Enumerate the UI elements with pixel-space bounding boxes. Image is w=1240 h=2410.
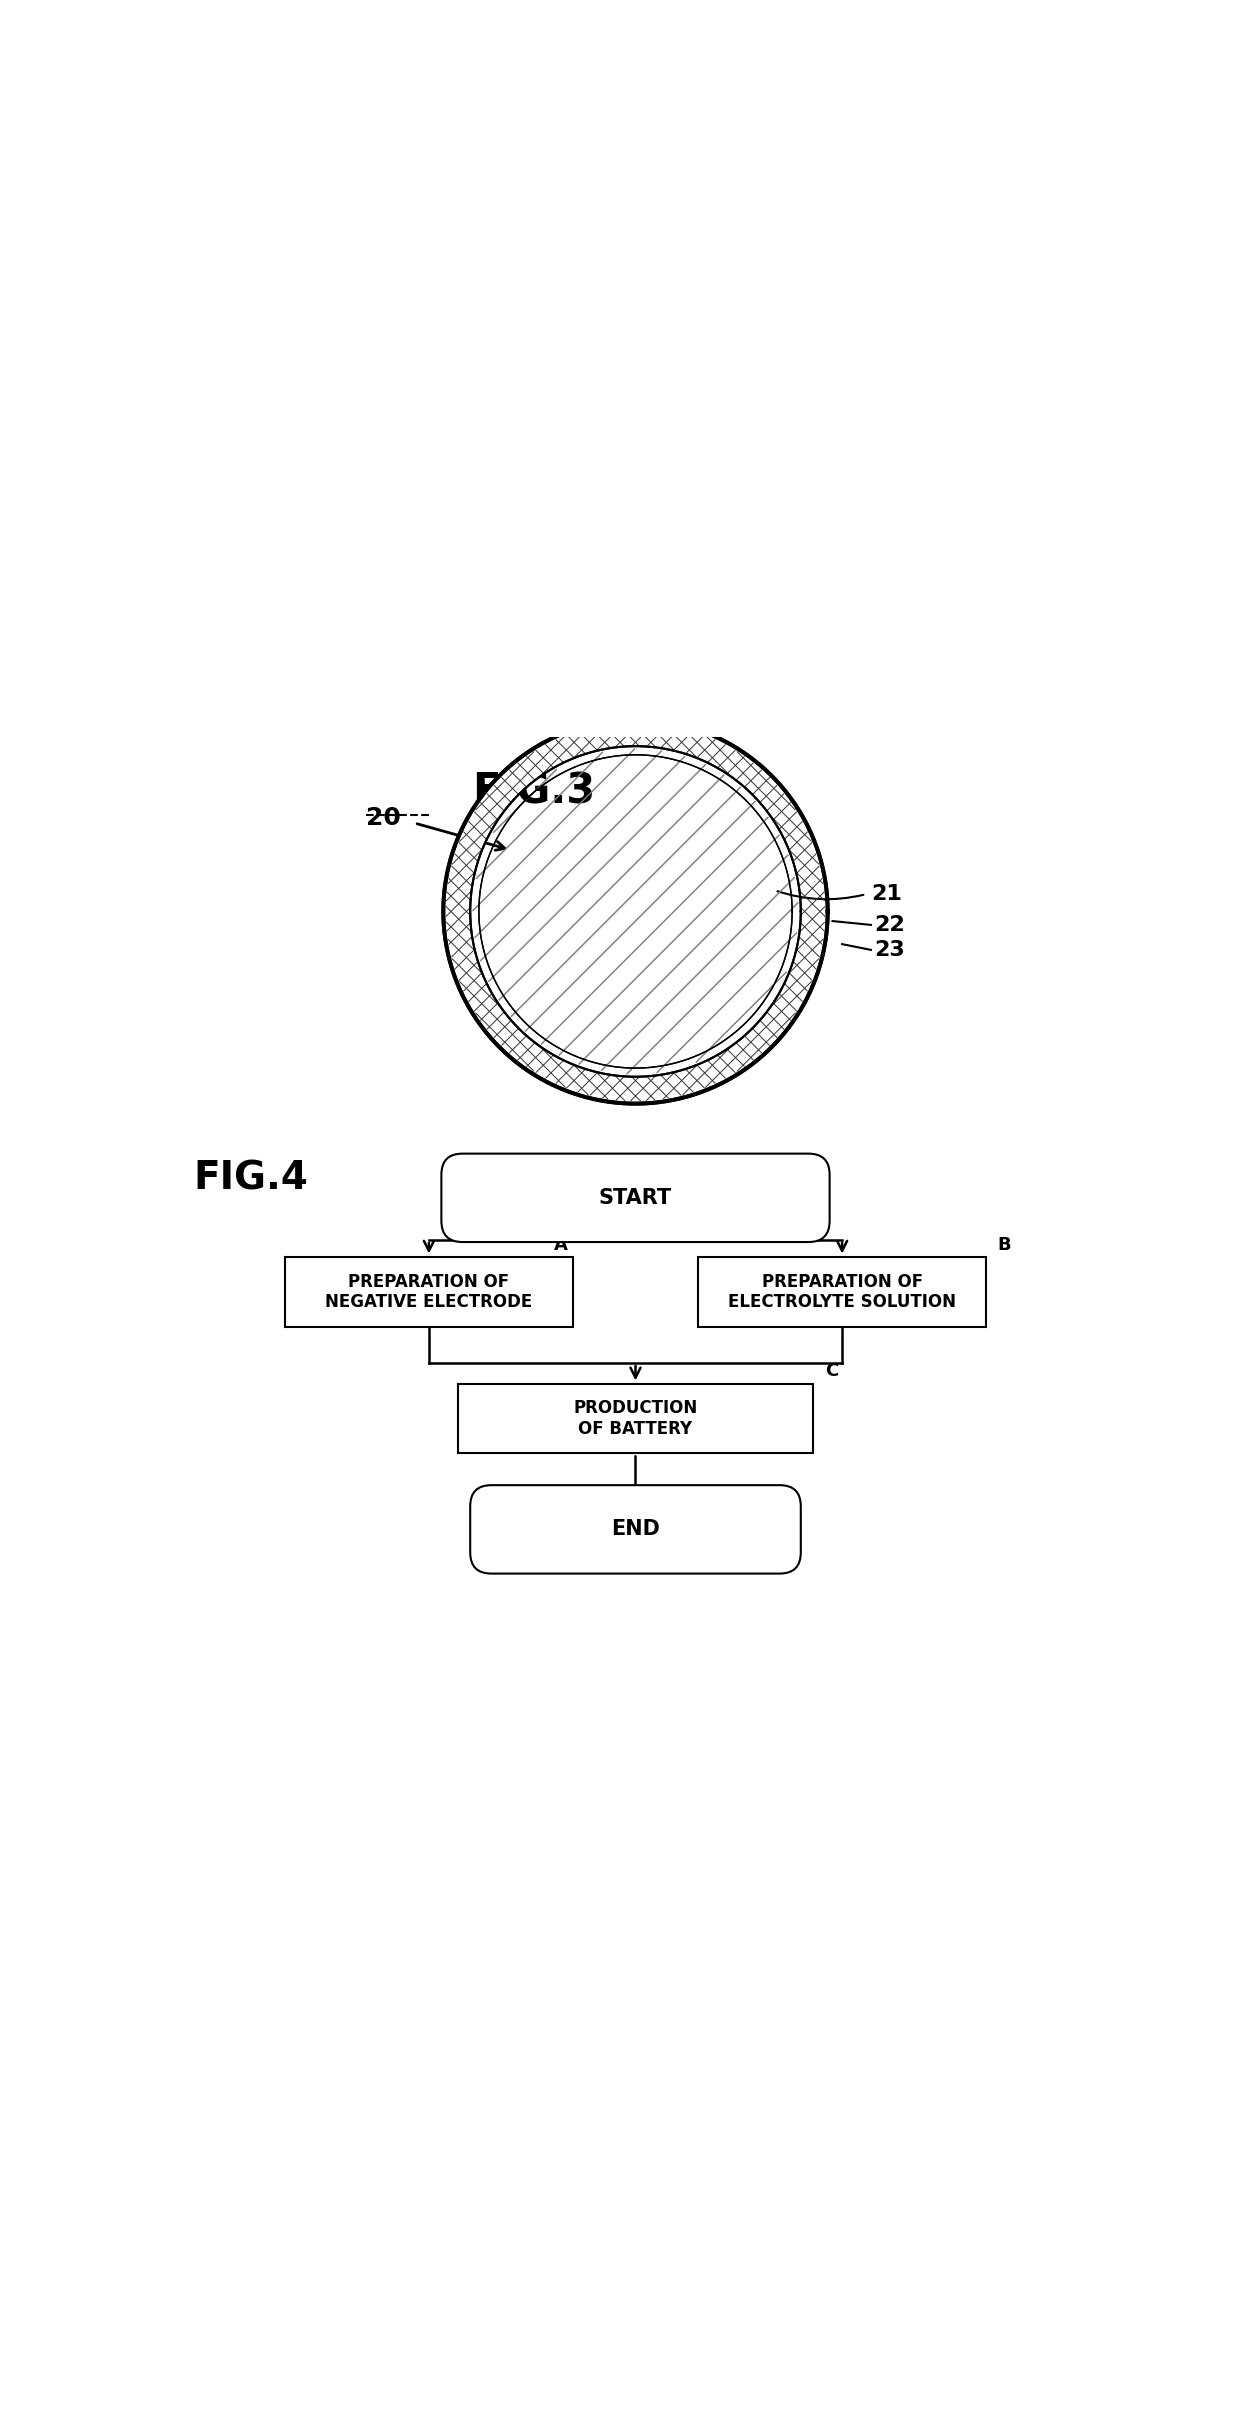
Text: START: START — [599, 1188, 672, 1207]
Text: PREPARATION OF
NEGATIVE ELECTRODE: PREPARATION OF NEGATIVE ELECTRODE — [325, 1272, 532, 1311]
Bar — [458, 1383, 813, 1453]
FancyBboxPatch shape — [441, 1154, 830, 1241]
Text: 21: 21 — [870, 884, 901, 904]
Text: FIG.4: FIG.4 — [193, 1159, 309, 1198]
Text: FIG.3: FIG.3 — [472, 771, 595, 812]
Text: 22: 22 — [874, 916, 904, 935]
Text: PRODUCTION
OF BATTERY: PRODUCTION OF BATTERY — [573, 1400, 698, 1439]
Text: END: END — [611, 1518, 660, 1540]
Text: 23: 23 — [874, 940, 904, 959]
Bar — [285, 1258, 573, 1326]
Bar — [698, 1258, 986, 1326]
Text: PREPARATION OF
ELECTROLYTE SOLUTION: PREPARATION OF ELECTROLYTE SOLUTION — [728, 1272, 956, 1311]
Text: A: A — [554, 1236, 568, 1253]
Text: B: B — [998, 1236, 1012, 1253]
Circle shape — [444, 718, 828, 1104]
Text: C: C — [825, 1362, 838, 1381]
Text: 20: 20 — [367, 805, 402, 829]
FancyBboxPatch shape — [470, 1485, 801, 1574]
